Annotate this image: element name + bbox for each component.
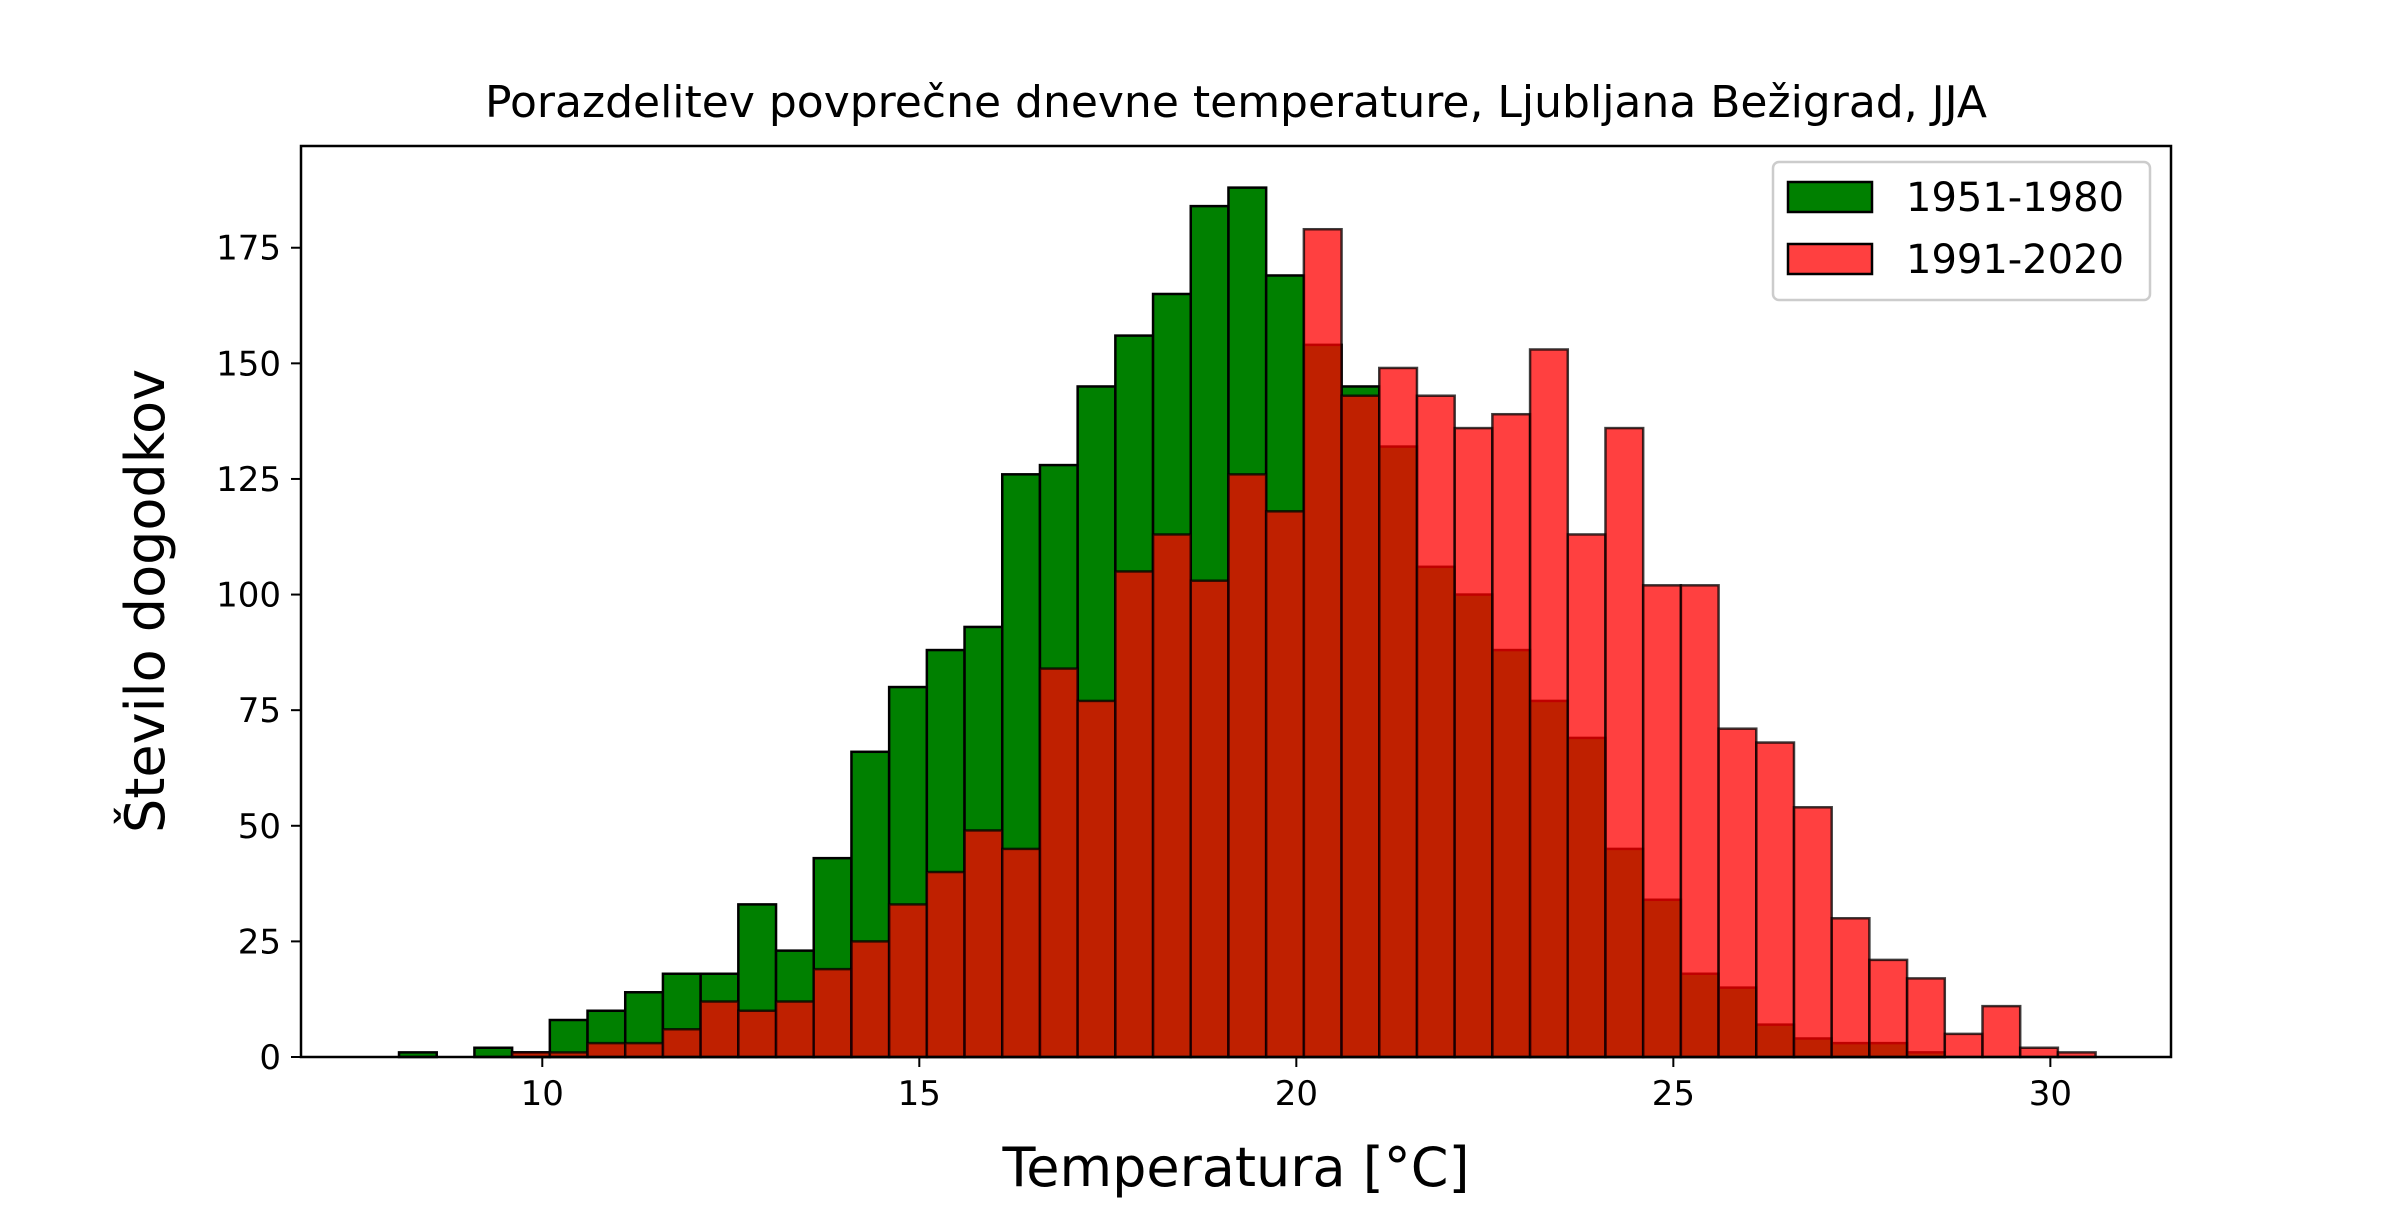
bar-1991-2020-31	[1679, 584, 1720, 1059]
bar-1991-2020-34	[1792, 806, 1833, 1059]
bar-1991-2020-25	[1453, 426, 1494, 1059]
bar-1991-2020-15	[1076, 699, 1117, 1059]
y-tick-label-0: 0	[259, 1038, 281, 1078]
bar-1991-2020-2	[586, 1041, 627, 1059]
bar-1991-2020-30	[1641, 584, 1683, 1059]
chart-title: Porazdelitev povprečne dnevne temperatur…	[485, 77, 1987, 128]
x-tick-label-25: 25	[1652, 1074, 1695, 1114]
bar-1991-2020-24	[1415, 394, 1456, 1059]
y-axis-ticks: 0 25 50 75 100 125 150 175	[216, 229, 301, 1078]
x-tick-label-15: 15	[898, 1074, 941, 1114]
bar-1991-2020-33	[1755, 741, 1796, 1059]
bar-1991-2020-27	[1528, 348, 1570, 1059]
y-tick-label-175: 175	[216, 229, 281, 269]
bar-1991-2020-17	[1151, 533, 1193, 1059]
bar-1991-2020-3	[623, 1041, 665, 1059]
bar-1991-2020-8	[812, 967, 853, 1059]
legend-swatch-1951-1980	[1786, 180, 1874, 214]
bar-1991-2020-13	[1001, 847, 1042, 1059]
bar-1991-2020-22	[1340, 394, 1381, 1059]
bar-1991-2020-36	[1868, 958, 1909, 1059]
legend-swatch-1991-2020	[1786, 242, 1874, 276]
bar-1991-2020-7	[774, 1000, 815, 1059]
y-tick-label-150: 150	[216, 344, 281, 384]
bar-1991-2020-39	[1981, 1004, 2022, 1059]
bar-1991-2020-37	[1905, 977, 1947, 1059]
bar-1991-2020-6	[737, 1009, 778, 1059]
bar-1991-2020-20	[1264, 510, 1306, 1059]
bar-1991-2020-28	[1566, 533, 1607, 1059]
x-tick-label-10: 10	[521, 1074, 564, 1114]
bar-1991-2020-26	[1491, 412, 1532, 1059]
y-tick-label-50: 50	[238, 807, 281, 847]
bar-1991-2020-10	[887, 903, 929, 1059]
legend-label-1991-2020: 1991-2020	[1906, 237, 2124, 283]
bar-1991-2020-38	[1943, 1032, 1984, 1059]
bar-1991-2020-21	[1302, 227, 1343, 1059]
bar-1991-2020-5	[699, 1000, 740, 1059]
y-tick-label-75: 75	[238, 691, 281, 731]
bar-1991-2020-9	[850, 940, 891, 1059]
legend: 1951-1980 1991-2020	[1771, 160, 2152, 302]
y-tick-label-125: 125	[216, 460, 281, 500]
bars-layer	[397, 186, 2097, 1059]
bar-1991-2020-16	[1114, 570, 1155, 1059]
x-axis-label: Temperatura [°C]	[1001, 1136, 1469, 1199]
x-tick-label-20: 20	[1275, 1074, 1318, 1114]
series-1991-2020	[510, 227, 2097, 1059]
bar-1991-2020-12	[963, 829, 1004, 1059]
bar-1951-1980-2	[473, 1046, 514, 1059]
bar-1991-2020-19	[1227, 473, 1268, 1059]
legend-label-1951-1980: 1951-1980	[1906, 175, 2124, 221]
y-tick-label-25: 25	[238, 922, 281, 962]
y-axis-label: Število dogodkov	[114, 369, 177, 833]
bar-1991-2020-29	[1604, 426, 1645, 1059]
bar-1991-2020-18	[1189, 579, 1230, 1059]
bar-1991-2020-23	[1378, 366, 1419, 1059]
bar-1991-2020-40	[2018, 1046, 2060, 1059]
y-tick-label-100: 100	[216, 576, 281, 616]
bar-1991-2020-4	[661, 1028, 702, 1059]
bar-1991-2020-14	[1038, 667, 1079, 1059]
bar-1991-2020-32	[1717, 727, 1758, 1059]
x-axis-ticks: 10 15 20 25 30	[521, 1057, 2072, 1114]
x-tick-label-30: 30	[2029, 1074, 2072, 1114]
plot-frame	[299, 144, 2173, 1059]
bar-1991-2020-11	[925, 870, 966, 1059]
bar-1991-2020-35	[1830, 917, 1871, 1059]
